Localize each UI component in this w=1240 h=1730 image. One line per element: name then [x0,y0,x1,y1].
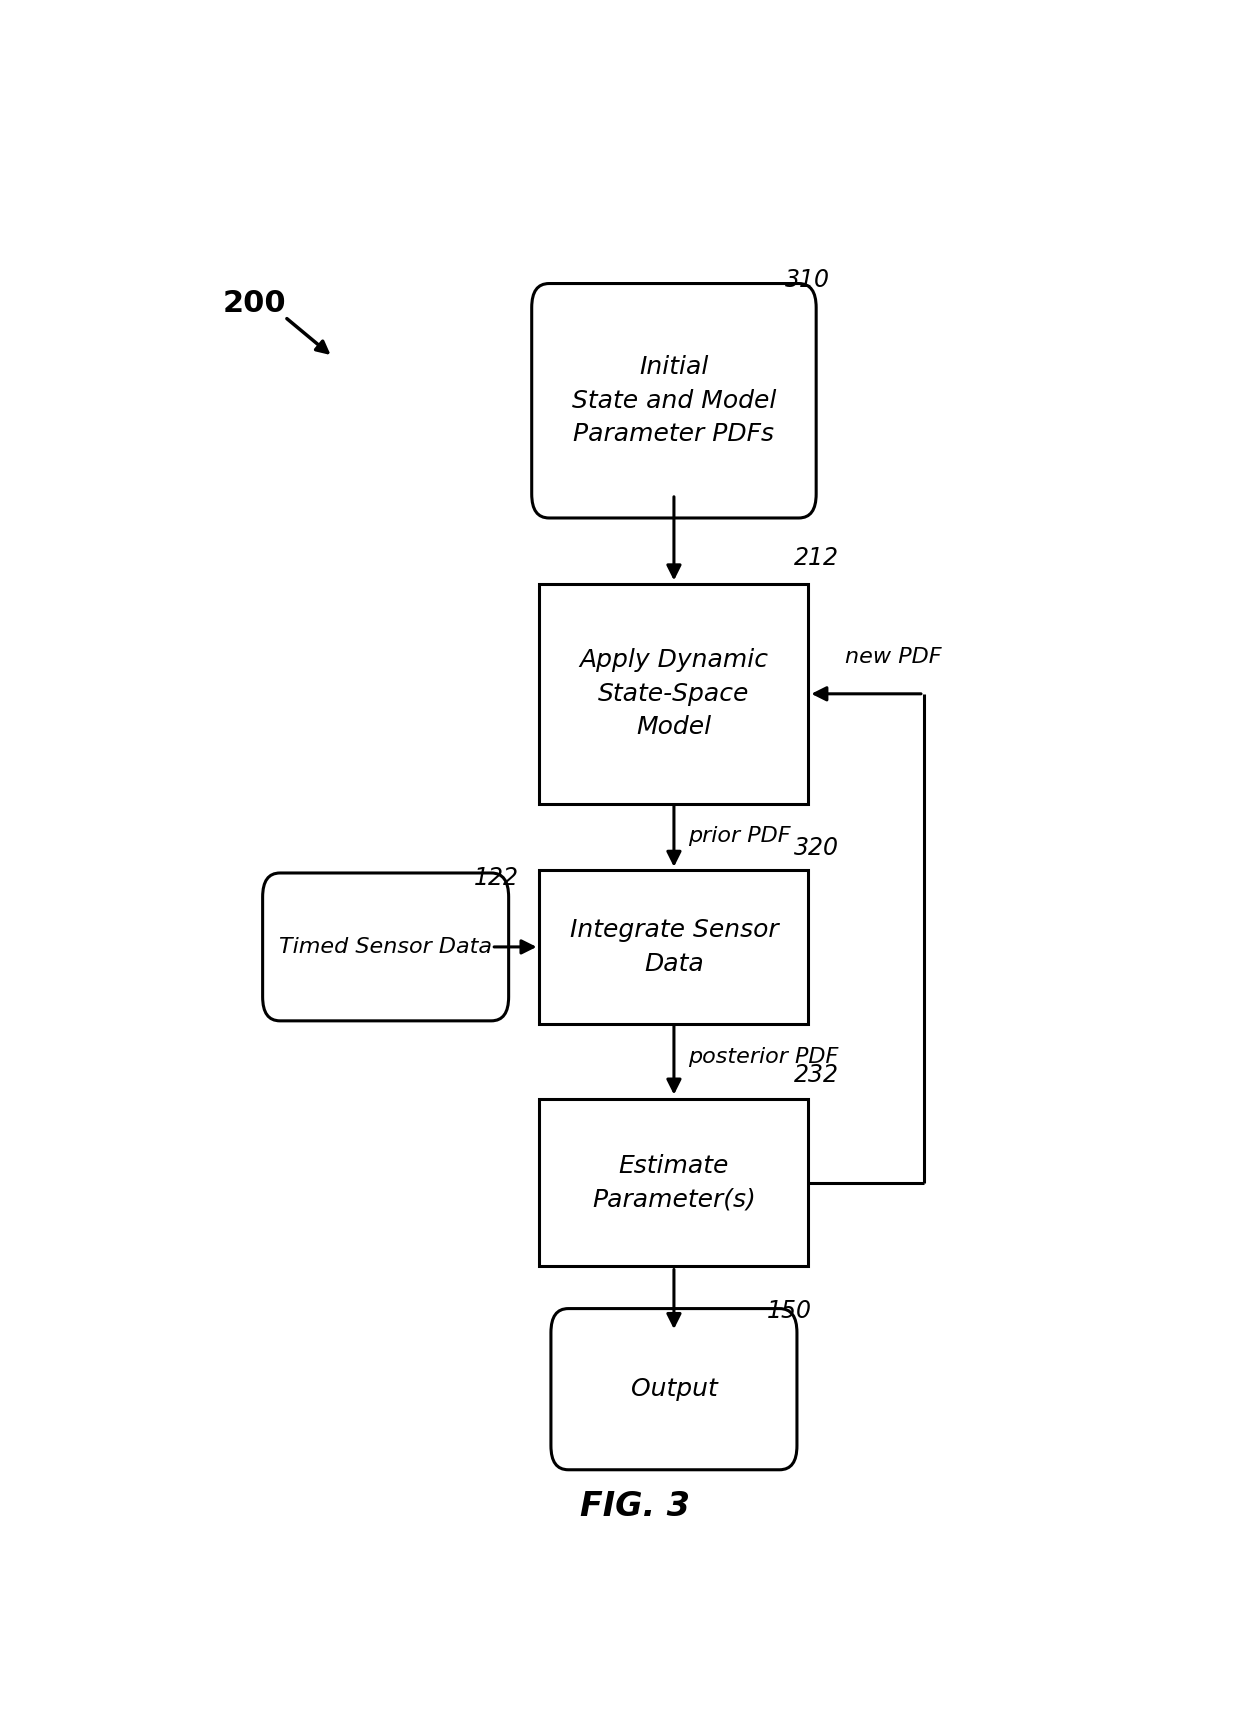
FancyBboxPatch shape [263,874,508,1021]
Text: new PDF: new PDF [844,647,941,668]
Text: 320: 320 [794,836,839,860]
Text: 122: 122 [474,865,520,889]
Text: Estimate
Parameter(s): Estimate Parameter(s) [591,1154,756,1211]
Text: 150: 150 [768,1299,812,1322]
Text: Integrate Sensor
Data: Integrate Sensor Data [569,919,779,976]
Text: Output: Output [631,1377,717,1401]
FancyBboxPatch shape [539,585,808,804]
Text: Timed Sensor Data: Timed Sensor Data [279,938,492,957]
FancyBboxPatch shape [551,1308,797,1470]
Text: prior PDF: prior PDF [688,827,791,846]
FancyBboxPatch shape [539,1100,808,1266]
FancyBboxPatch shape [539,870,808,1024]
Text: 232: 232 [794,1062,839,1086]
FancyBboxPatch shape [532,284,816,517]
Text: Apply Dynamic
State-Space
Model: Apply Dynamic State-Space Model [579,649,769,739]
Text: 200: 200 [222,289,286,318]
Text: Initial
State and Model
Parameter PDFs: Initial State and Model Parameter PDFs [572,355,776,446]
Text: FIG. 3: FIG. 3 [580,1490,691,1522]
Text: posterior PDF: posterior PDF [688,1047,838,1067]
Text: 212: 212 [794,547,839,569]
Text: 310: 310 [785,268,830,292]
